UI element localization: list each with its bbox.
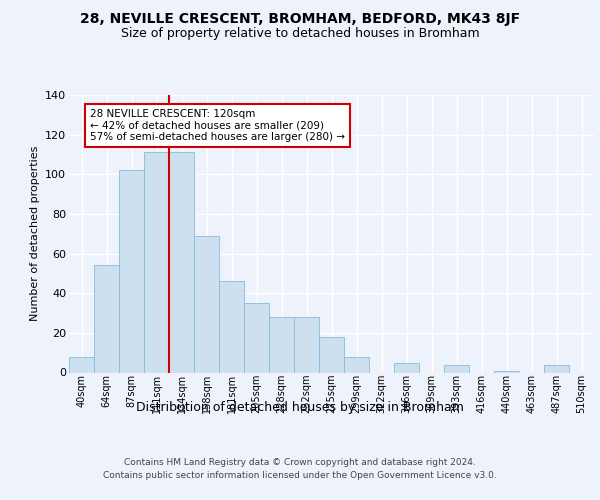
Bar: [269, 317, 294, 372]
Text: Contains public sector information licensed under the Open Government Licence v3: Contains public sector information licen…: [103, 472, 497, 480]
Text: Distribution of detached houses by size in Bromham: Distribution of detached houses by size …: [136, 401, 464, 414]
Bar: [394, 362, 419, 372]
Bar: [544, 364, 569, 372]
Bar: [219, 282, 244, 372]
Text: Contains HM Land Registry data © Crown copyright and database right 2024.: Contains HM Land Registry data © Crown c…: [124, 458, 476, 467]
Y-axis label: Number of detached properties: Number of detached properties: [29, 146, 40, 322]
Bar: [444, 364, 469, 372]
Bar: [319, 337, 344, 372]
Text: 28, NEVILLE CRESCENT, BROMHAM, BEDFORD, MK43 8JF: 28, NEVILLE CRESCENT, BROMHAM, BEDFORD, …: [80, 12, 520, 26]
Bar: [119, 170, 144, 372]
Text: Size of property relative to detached houses in Bromham: Size of property relative to detached ho…: [121, 28, 479, 40]
Bar: [244, 303, 269, 372]
Bar: [94, 266, 119, 372]
Bar: [344, 356, 369, 372]
Text: 28 NEVILLE CRESCENT: 120sqm
← 42% of detached houses are smaller (209)
57% of se: 28 NEVILLE CRESCENT: 120sqm ← 42% of det…: [90, 109, 345, 142]
Bar: [294, 317, 319, 372]
Bar: [194, 236, 219, 372]
Bar: [69, 356, 94, 372]
Bar: [494, 370, 519, 372]
Bar: [144, 152, 169, 372]
Bar: [169, 152, 194, 372]
